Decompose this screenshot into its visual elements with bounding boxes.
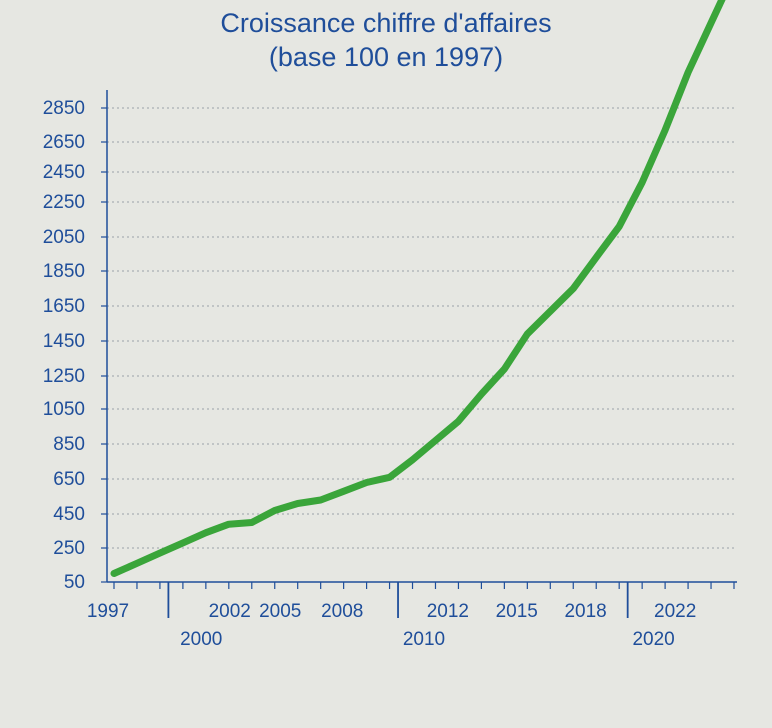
x-tick-label: 2012 [427,601,469,622]
x-tick-label: 2015 [496,601,538,622]
y-tick-label: 650 [53,469,85,490]
x-tick-label: 1997 [87,601,129,622]
series-line [110,0,726,577]
x-decade-label: 2000 [180,629,222,650]
y-tick-label: 50 [64,572,85,593]
y-tick-label: 850 [53,434,85,455]
y-tick-label: 1050 [43,399,85,420]
y-tick-label: 1850 [43,261,85,282]
y-tick-label: 2450 [43,162,85,183]
chart-title: Croissance chiffre d'affaires [220,8,552,38]
y-tick-label: 1650 [43,296,85,317]
y-tick-label: 1250 [43,366,85,387]
y-tick-label: 2250 [43,192,85,213]
x-decade-label: 2020 [632,629,674,650]
y-tick-label: 2850 [43,98,85,119]
y-tick-label: 2050 [43,227,85,248]
x-tick-label: 2022 [654,601,696,622]
y-tick-label: 1450 [43,331,85,352]
y-tick-label: 2650 [43,132,85,153]
x-tick-label: 2002 [209,601,251,622]
chart-subtitle: (base 100 en 1997) [268,42,504,72]
y-tick-label: 450 [53,504,85,525]
x-tick-label: 2008 [321,601,363,622]
x-tick-label: 2018 [564,601,606,622]
y-tick-label: 250 [53,538,85,559]
x-decade-label: 2010 [403,629,445,650]
x-tick-label: 2005 [259,601,301,622]
